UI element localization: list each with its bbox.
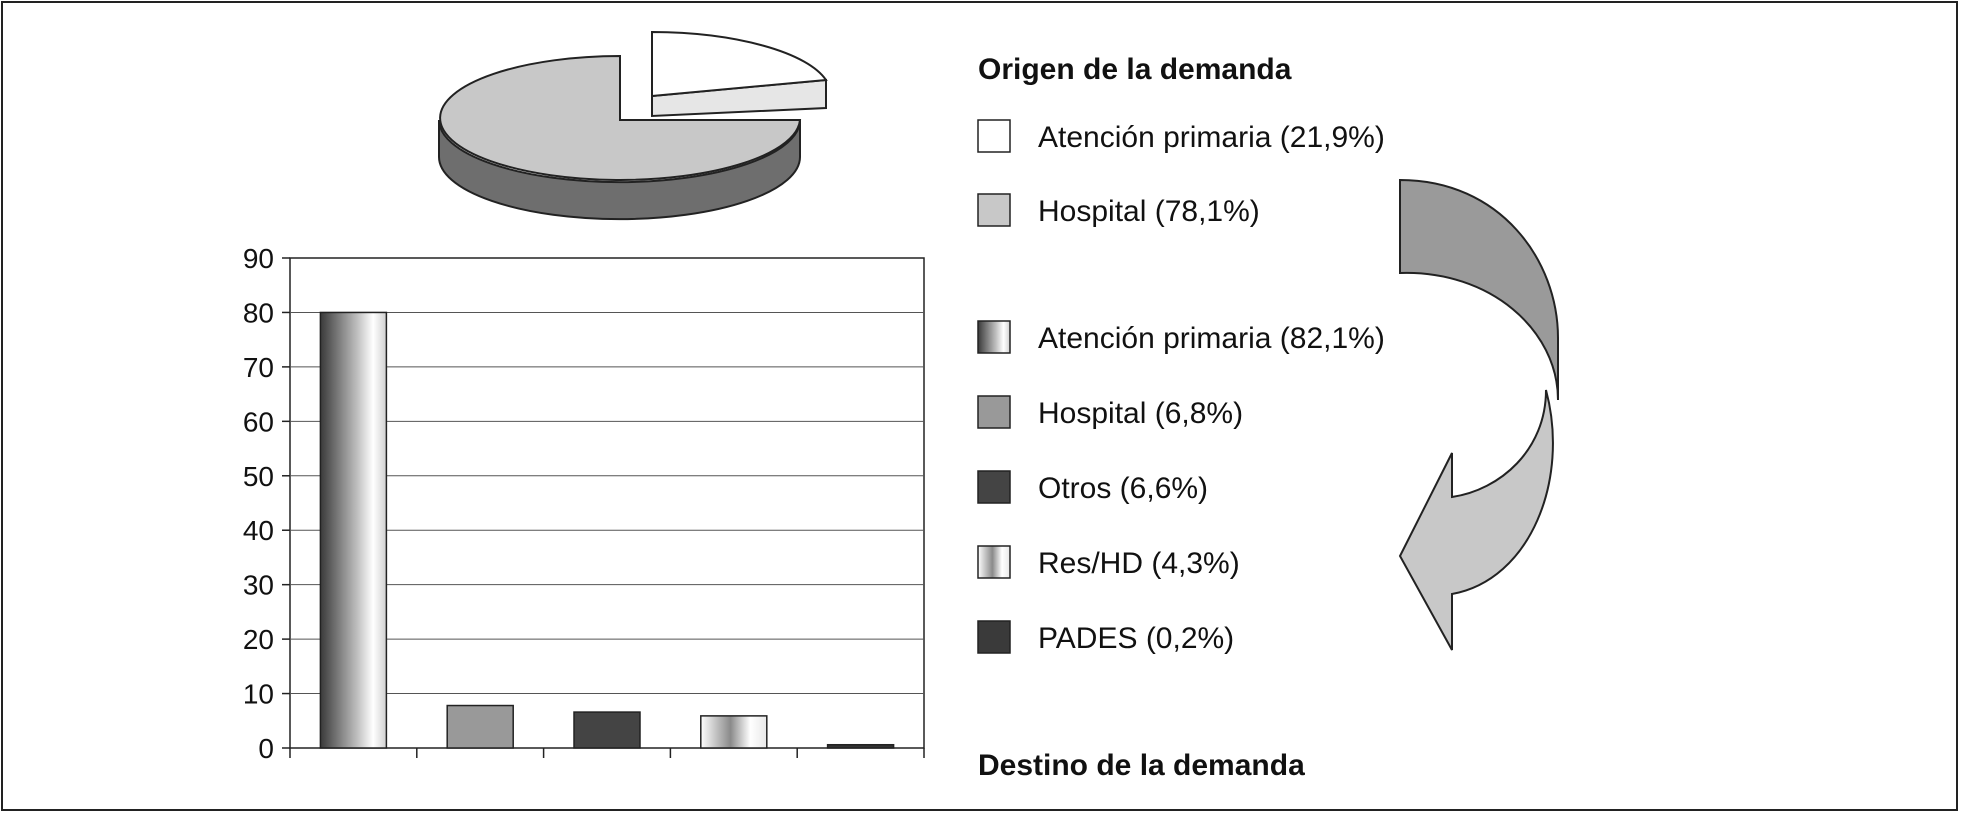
legend-swatch-destino-hospital bbox=[977, 395, 1011, 429]
y-tick-label: 70 bbox=[243, 352, 274, 383]
bars bbox=[319, 311, 895, 749]
y-tick-label: 20 bbox=[243, 624, 274, 655]
legend-swatch-destino-reshd bbox=[977, 545, 1011, 579]
pie-chart bbox=[438, 30, 828, 221]
legend-swatch-origin-hospital bbox=[977, 193, 1011, 227]
bar-chart: 0 10 20 30 40 50 60 70 80 90 bbox=[243, 243, 925, 764]
legend-origin-item-1: Atención primaria (21,9%) bbox=[1038, 121, 1385, 154]
arrow-lower-band bbox=[1398, 389, 1554, 651]
y-tick-label: 80 bbox=[243, 297, 274, 328]
bar-hospital bbox=[446, 704, 514, 749]
y-axis: 0 10 20 30 40 50 60 70 80 90 bbox=[243, 243, 290, 764]
grid-lines bbox=[290, 311, 924, 695]
pie-slice-atencion-primaria bbox=[651, 30, 828, 98]
bar-res-hd bbox=[700, 715, 768, 749]
arrow-upper-band bbox=[1399, 178, 1559, 401]
y-tick-label: 50 bbox=[243, 461, 274, 492]
y-tick-label: 90 bbox=[243, 243, 274, 274]
curved-arrow-icon bbox=[1398, 178, 1559, 651]
legend-swatch-destino-otros bbox=[977, 470, 1011, 504]
y-tick-label: 60 bbox=[243, 406, 274, 437]
legend-destino-title: Destino de la demanda bbox=[978, 749, 1305, 782]
legend-swatch-destino-pades bbox=[977, 620, 1011, 654]
y-tick-label: 30 bbox=[243, 570, 274, 601]
y-tick-label: 10 bbox=[243, 679, 274, 710]
legend-origin-title: Origen de la demanda bbox=[978, 53, 1292, 86]
bar-atenci-n-primaria bbox=[319, 311, 388, 749]
bar-otros bbox=[573, 711, 641, 749]
pie-slice-hospital bbox=[439, 54, 802, 181]
legend-destino-item-3: Otros (6,6%) bbox=[1038, 472, 1208, 505]
legend-swatch-origin-ap bbox=[977, 119, 1011, 153]
y-tick-label: 40 bbox=[243, 515, 274, 546]
plot-area bbox=[289, 257, 925, 749]
legend-origin-item-2: Hospital (78,1%) bbox=[1038, 195, 1260, 228]
y-tick-label: 0 bbox=[258, 733, 274, 764]
legend-destino-item-2: Hospital (6,8%) bbox=[1038, 397, 1243, 430]
x-axis bbox=[289, 748, 925, 758]
legend-destino-item-4: Res/HD (4,3%) bbox=[1038, 547, 1240, 580]
legend-swatch-destino-ap bbox=[977, 320, 1011, 354]
legend-destino-item-5: PADES (0,2%) bbox=[1038, 622, 1234, 655]
legend-destino-item-1: Atención primaria (82,1%) bbox=[1038, 322, 1385, 355]
bar-pades bbox=[826, 743, 895, 749]
pie-hospital-side bbox=[438, 119, 801, 221]
